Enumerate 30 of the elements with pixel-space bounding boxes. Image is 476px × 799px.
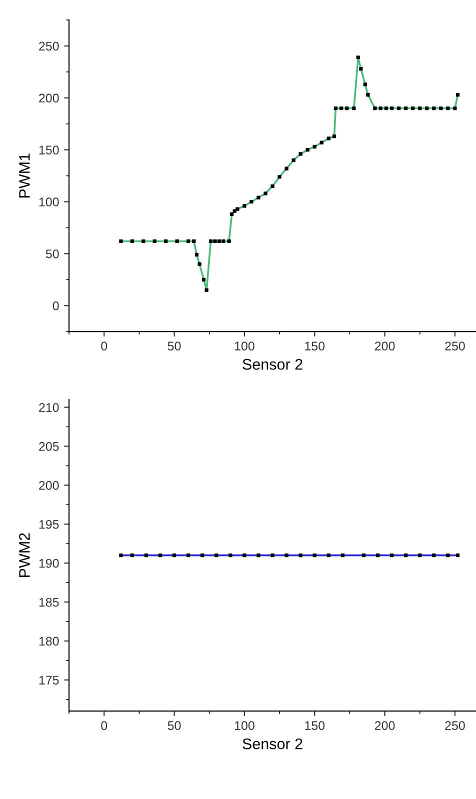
x-tick-label: 250 (445, 721, 465, 730)
y-tick-label: 210 (39, 403, 59, 412)
x-tick-label: 0 (101, 721, 108, 730)
y-tick-label: 100 (39, 198, 59, 206)
x-tick-label: 200 (374, 342, 395, 350)
x-tick-label: 250 (445, 342, 465, 350)
y-axis-title: PWM2 (19, 533, 30, 577)
y-axis-title: PWM1 (19, 154, 30, 198)
y-tick-label: 200 (39, 480, 59, 490)
y-tick-label: 50 (46, 249, 59, 258)
y-tick-label: 195 (39, 520, 59, 529)
x-axis-title: Sensor 2 (242, 738, 302, 750)
y-tick-label: 0 (52, 301, 59, 310)
y-tick-label: 150 (39, 146, 59, 154)
y-tick-label: 190 (39, 558, 59, 568)
y-tick-label: 205 (39, 442, 59, 451)
x-axis-title: Sensor 2 (242, 358, 302, 370)
x-tick-label: 150 (305, 721, 325, 730)
x-tick-label: 200 (374, 721, 395, 730)
x-tick-label: 150 (305, 342, 325, 350)
x-tick-label: 50 (168, 721, 181, 730)
x-tick-label: 50 (168, 342, 181, 350)
x-tick-label: 0 (101, 342, 108, 350)
x-tick-label: 100 (234, 342, 254, 350)
y-tick-label: 185 (39, 598, 59, 607)
y-tick-label: 250 (39, 42, 59, 51)
y-tick-label: 180 (39, 636, 59, 646)
x-tick-label: 100 (234, 721, 254, 730)
y-tick-label: 200 (39, 94, 59, 103)
y-tick-label: 175 (39, 676, 59, 685)
